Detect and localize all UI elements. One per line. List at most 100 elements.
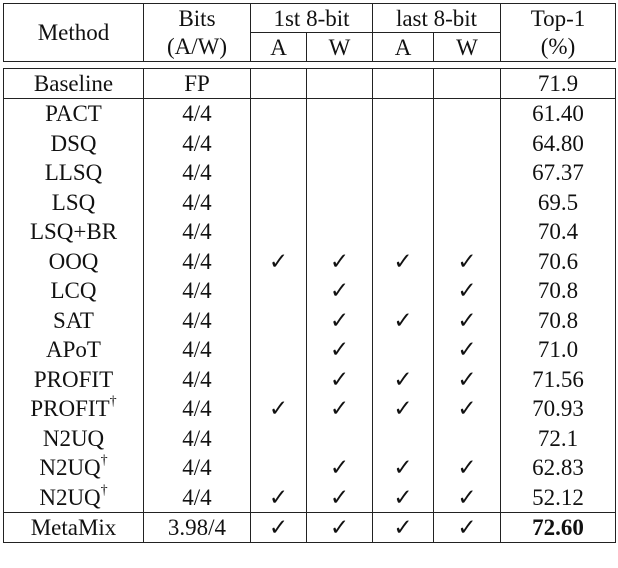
check-cell: ✓ — [372, 512, 434, 543]
table-header: Method Bits 1st 8-bit last 8-bit Top-1 (… — [3, 3, 616, 62]
checkmark-icon: ✓ — [393, 248, 413, 274]
check-cell — [306, 217, 373, 247]
method-cell: SAT — [3, 305, 144, 335]
method-name: PROFIT — [30, 396, 110, 422]
table-row: MetaMix 3.98/4 ✓ ✓ ✓ ✓ 72.60 — [3, 512, 616, 543]
bits-cell: 3.98/4 — [143, 512, 251, 543]
bits-cell: 4/4 — [143, 423, 251, 453]
check-cell: ✓ — [306, 364, 373, 394]
table-row: Baseline FP 71.9 — [3, 68, 616, 99]
bits-cell: 4/4 — [143, 305, 251, 335]
check-cell: ✓ — [433, 453, 501, 483]
check-cell: ✓ — [306, 305, 373, 335]
check-cell — [250, 158, 307, 188]
dagger-mark: † — [100, 482, 108, 498]
check-cell — [372, 98, 434, 129]
checkmark-icon: ✓ — [457, 484, 477, 510]
checkmark-icon: ✓ — [457, 307, 477, 333]
header-last-8bit: last 8-bit — [371, 3, 502, 33]
method-cell: MetaMix — [3, 512, 144, 543]
header-last-a: A — [372, 32, 434, 62]
method-cell: LSQ+BR — [3, 217, 144, 247]
bits-cell: 4/4 — [143, 364, 251, 394]
check-cell: ✓ — [433, 482, 501, 513]
table-row: APoT 4/4 ✓ ✓ 71.0 — [3, 335, 616, 365]
checkmark-icon: ✓ — [329, 307, 350, 333]
table-row: OOQ 4/4 ✓ ✓ ✓ ✓ 70.6 — [3, 246, 616, 276]
checkmark-icon: ✓ — [329, 248, 350, 274]
top1-cell: 70.8 — [500, 305, 616, 335]
bits-cell: 4/4 — [143, 158, 251, 188]
check-cell — [372, 423, 434, 453]
check-cell: ✓ — [306, 246, 373, 276]
check-cell — [433, 217, 501, 247]
checkmark-icon: ✓ — [457, 455, 477, 481]
bits-cell: 4/4 — [143, 217, 251, 247]
check-cell: ✓ — [306, 512, 373, 543]
method-name: N2UQ — [39, 455, 101, 481]
check-cell — [306, 68, 373, 99]
check-cell — [433, 158, 501, 188]
check-cell — [250, 423, 307, 453]
method-name: LSQ — [51, 189, 96, 215]
method-cell: N2UQ† — [3, 482, 144, 513]
top1-cell: 71.0 — [500, 335, 616, 365]
check-cell — [250, 335, 307, 365]
method-cell: N2UQ — [3, 423, 144, 453]
bits-cell: 4/4 — [143, 335, 251, 365]
bits-cell: FP — [143, 68, 251, 99]
top1-cell: 70.8 — [500, 276, 616, 306]
header-top1-unit: (%) — [500, 32, 616, 62]
check-cell — [250, 128, 307, 158]
method-name: OOQ — [48, 248, 99, 274]
check-cell — [306, 98, 373, 129]
top1-cell: 62.83 — [500, 453, 616, 483]
checkmark-icon: ✓ — [457, 337, 477, 363]
method-cell: N2UQ† — [3, 453, 144, 483]
check-cell: ✓ — [306, 335, 373, 365]
top1-cell: 72.1 — [500, 423, 616, 453]
check-cell: ✓ — [250, 394, 307, 424]
check-cell: ✓ — [250, 482, 307, 513]
method-cell: DSQ — [3, 128, 144, 158]
check-cell: ✓ — [372, 246, 434, 276]
checkmark-icon: ✓ — [457, 396, 477, 422]
check-cell — [250, 217, 307, 247]
top1-cell: 72.60 — [500, 512, 616, 543]
check-cell: ✓ — [306, 453, 373, 483]
check-cell: ✓ — [433, 276, 501, 306]
checkmark-icon: ✓ — [393, 396, 413, 422]
header-top1: Top-1 — [500, 3, 616, 33]
check-cell: ✓ — [372, 482, 434, 513]
check-cell — [372, 335, 434, 365]
bits-cell: 4/4 — [143, 246, 251, 276]
top1-cell: 70.6 — [500, 246, 616, 276]
bits-cell: 4/4 — [143, 482, 251, 513]
checkmark-icon: ✓ — [329, 278, 350, 304]
top1-cell: 71.56 — [500, 364, 616, 394]
bits-cell: 4/4 — [143, 187, 251, 217]
checkmark-icon: ✓ — [393, 307, 413, 333]
table-row: N2UQ† 4/4 ✓ ✓ ✓ ✓ 52.12 — [3, 482, 616, 513]
top1-cell: 64.80 — [500, 128, 616, 158]
check-cell: ✓ — [250, 512, 307, 543]
check-cell — [372, 187, 434, 217]
top1-cell: 61.40 — [500, 98, 616, 129]
check-cell — [306, 187, 373, 217]
table-row: SAT 4/4 ✓ ✓ ✓ 70.8 — [3, 305, 616, 335]
table-row: N2UQ† 4/4 ✓ ✓ ✓ 62.83 — [3, 453, 616, 483]
top1-cell: 69.5 — [500, 187, 616, 217]
method-cell: APoT — [3, 335, 144, 365]
header-bits-unit: (A/W) — [143, 32, 251, 62]
checkmark-icon: ✓ — [393, 455, 413, 481]
header-first-8bit: 1st 8-bit — [250, 3, 373, 33]
check-cell — [433, 128, 501, 158]
method-cell: PROFIT† — [3, 394, 144, 424]
checkmark-icon: ✓ — [393, 515, 413, 540]
header-last-w: W — [432, 32, 502, 62]
method-name: PROFIT — [33, 366, 114, 392]
check-cell — [372, 276, 434, 306]
checkmark-icon: ✓ — [268, 515, 289, 540]
results-table: Baseline FP 71.9 PACT 4/4 61.40 DSQ 4/4 64.80 LLS… — [3, 68, 616, 543]
check-cell — [250, 364, 307, 394]
